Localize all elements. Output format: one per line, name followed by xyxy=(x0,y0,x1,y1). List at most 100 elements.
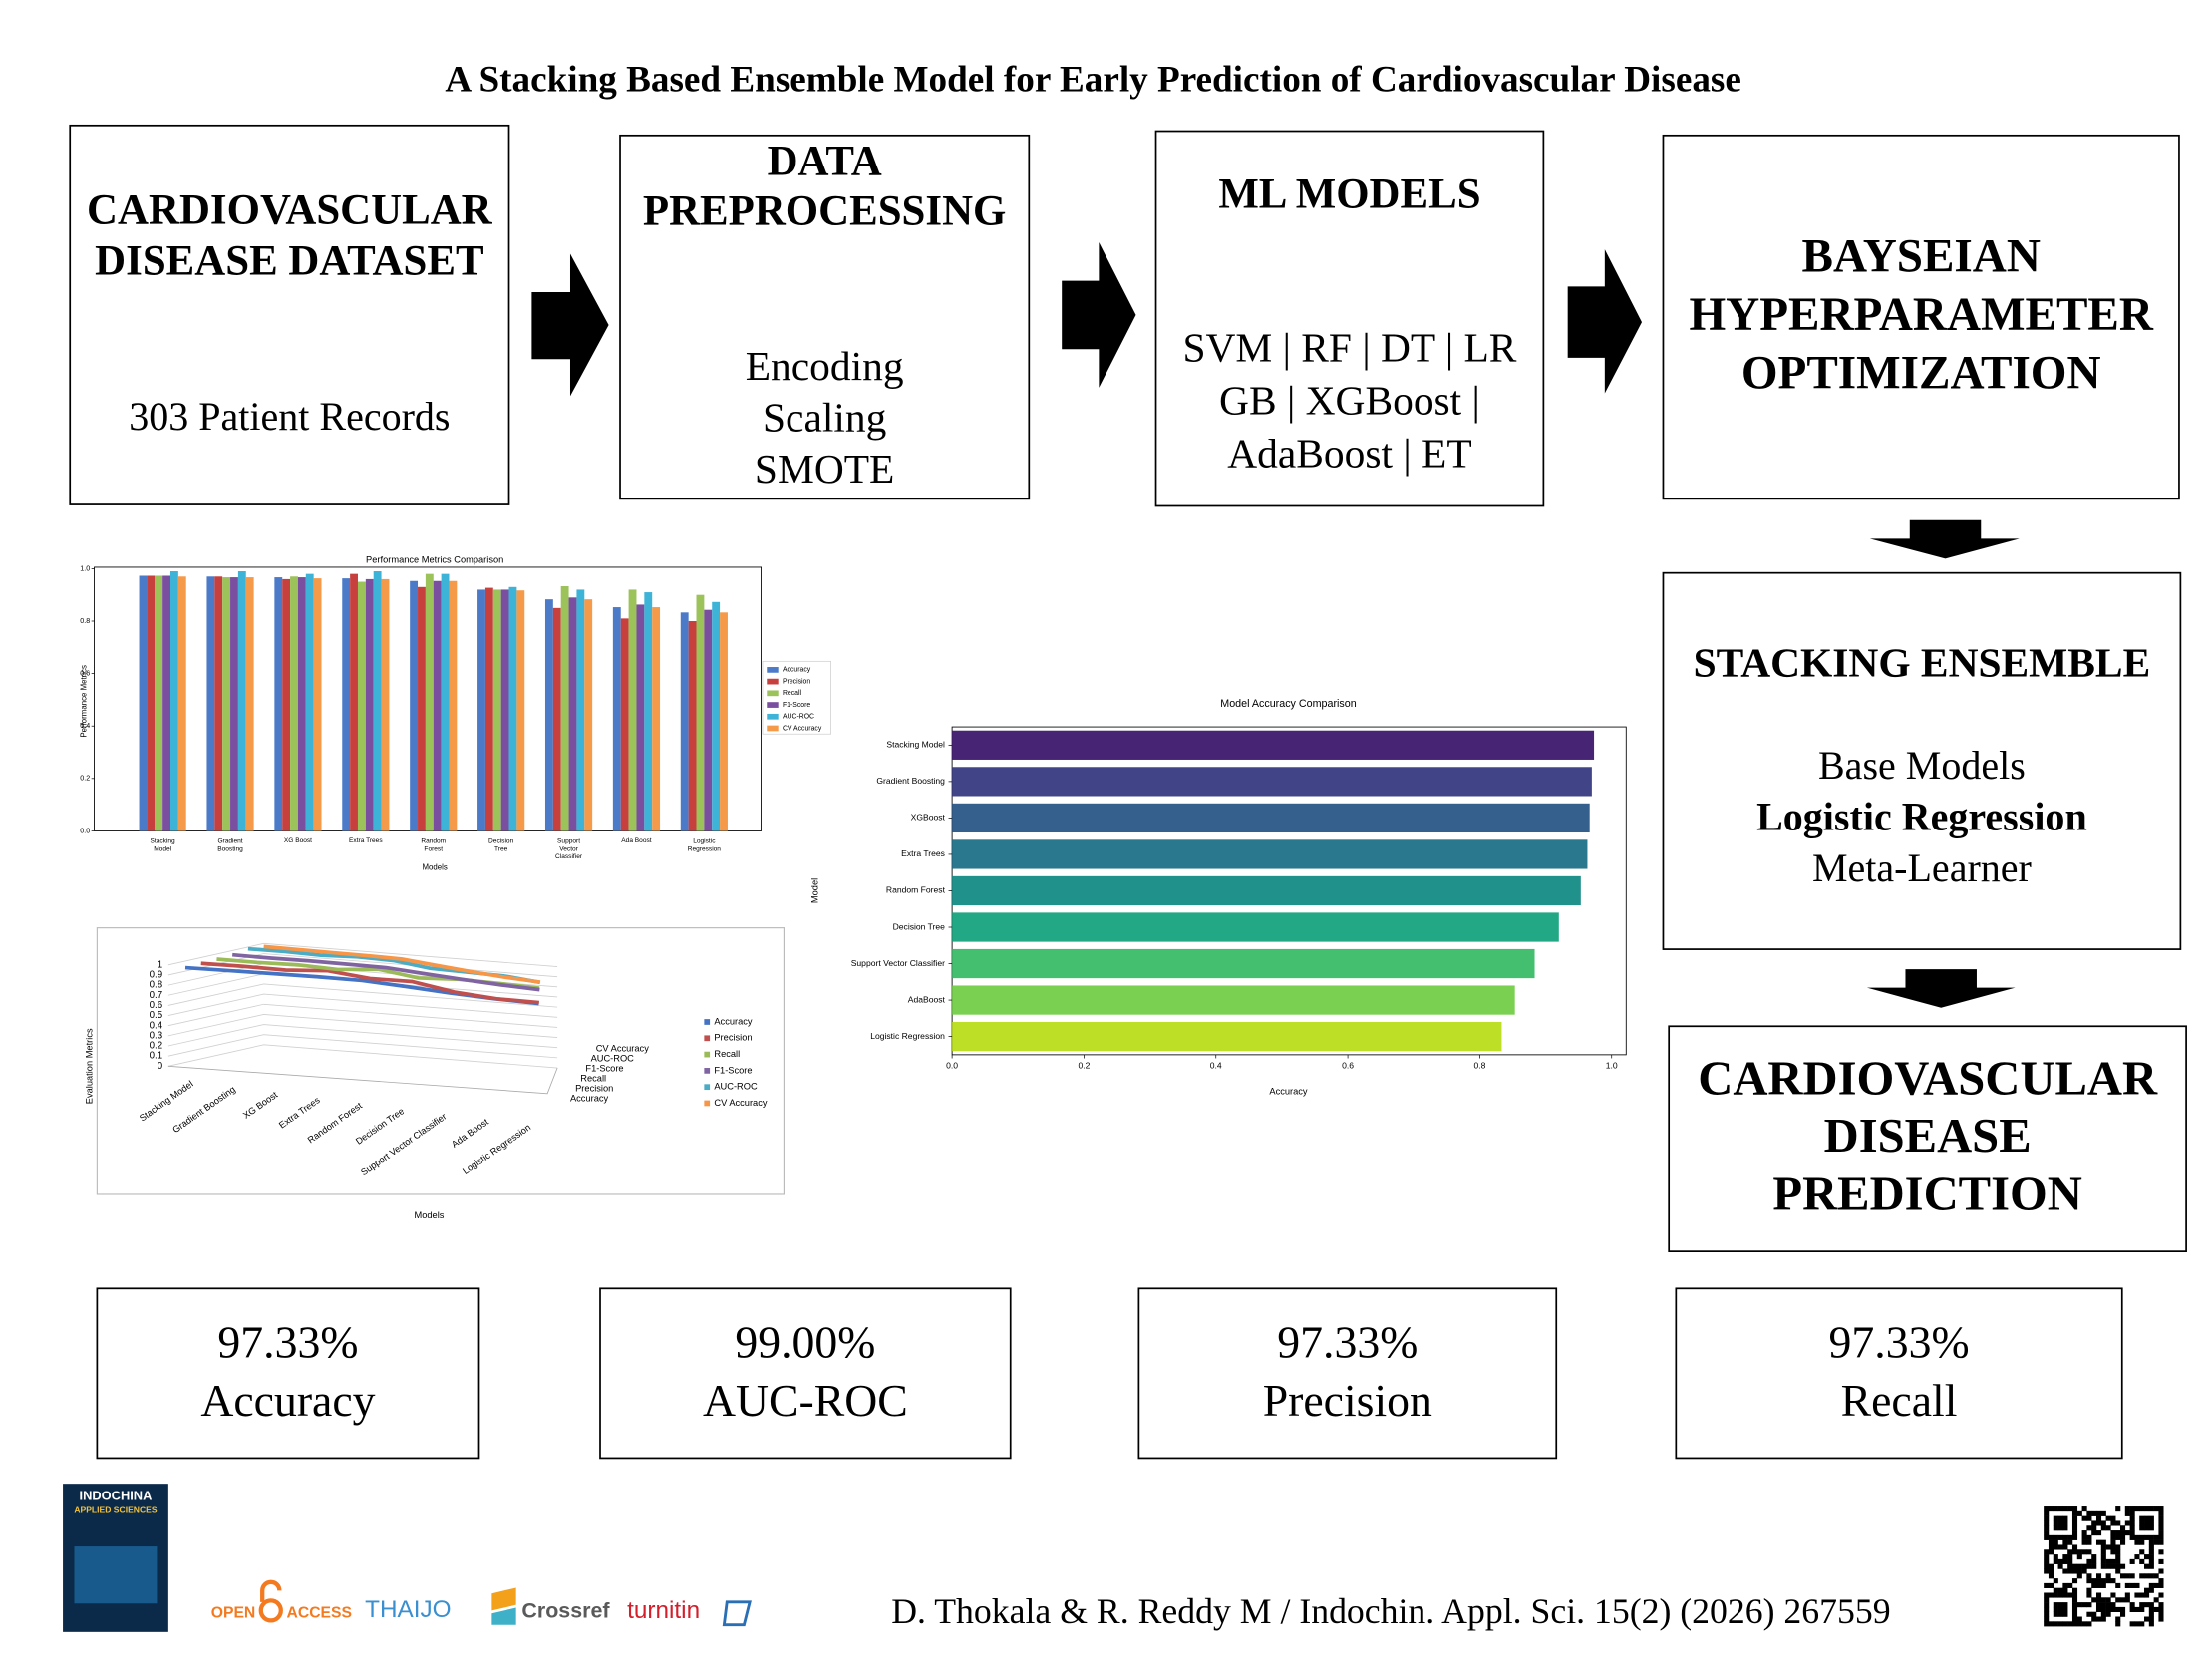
qr-module xyxy=(2048,1534,2054,1540)
box-heading: DISEASE xyxy=(1824,1109,2032,1162)
qr-module xyxy=(2076,1549,2082,1555)
process-box xyxy=(69,124,510,505)
box-heading: PREPROCESSING xyxy=(643,188,1007,235)
qr-module xyxy=(2057,1544,2063,1550)
bar xyxy=(222,577,231,831)
qr-module xyxy=(2062,1587,2068,1593)
qr-module xyxy=(2095,1515,2102,1521)
qr-module xyxy=(2105,1558,2111,1564)
qr-module xyxy=(2057,1525,2063,1531)
qr-module xyxy=(2048,1592,2054,1598)
qr-module xyxy=(2148,1587,2154,1593)
qr-module xyxy=(2148,1602,2154,1608)
qr-module xyxy=(2062,1554,2068,1560)
qr-module xyxy=(2134,1539,2140,1545)
y-tick-label: Decision Tree xyxy=(893,921,946,931)
open-access-logo: OPEN xyxy=(211,1604,256,1621)
qr-module xyxy=(2110,1515,2116,1521)
qr-module xyxy=(2139,1549,2145,1555)
qr-module xyxy=(2095,1578,2102,1584)
x-tick-label: XG Boost xyxy=(284,837,312,844)
y-tick-label: Support Vector Classifier xyxy=(851,958,945,968)
y-axis-label: Model xyxy=(809,878,819,903)
bar xyxy=(500,589,509,831)
bar xyxy=(544,599,553,831)
x-tick-label: Extra Trees xyxy=(349,837,383,844)
qr-module xyxy=(2081,1549,2087,1555)
qr-module xyxy=(2124,1597,2130,1603)
metric-box xyxy=(599,1287,1012,1460)
qr-module xyxy=(2053,1515,2058,1521)
turnitin-icon xyxy=(722,1600,752,1627)
qr-module xyxy=(2105,1597,2111,1603)
qr-module xyxy=(2053,1592,2058,1598)
bar xyxy=(373,571,382,831)
grid-line xyxy=(167,1013,558,1038)
qr-module xyxy=(2134,1621,2140,1627)
qr-module xyxy=(2144,1563,2150,1569)
qr-module xyxy=(2076,1554,2082,1560)
qr-module xyxy=(2115,1582,2121,1588)
qr-module xyxy=(2048,1582,2054,1588)
qr-module xyxy=(2053,1621,2058,1627)
qr-module xyxy=(2091,1582,2097,1588)
qr-module xyxy=(2119,1539,2126,1545)
bar xyxy=(237,571,246,831)
qr-module xyxy=(2057,1558,2063,1564)
qr-module xyxy=(2100,1563,2106,1569)
grid-line xyxy=(167,1034,558,1059)
qr-module xyxy=(2044,1534,2050,1540)
qr-module xyxy=(2081,1539,2087,1545)
bar xyxy=(245,577,254,831)
citation: D. Thokala & R. Reddy M / Indochin. Appl… xyxy=(891,1591,1890,1631)
qr-module xyxy=(2158,1606,2164,1612)
qr-module xyxy=(2044,1592,2050,1598)
qr-module xyxy=(2091,1597,2097,1603)
qr-module xyxy=(2067,1563,2073,1569)
qr-module xyxy=(2044,1602,2050,1608)
qr-module xyxy=(2119,1530,2126,1536)
qr-module xyxy=(2115,1558,2121,1564)
qr-module xyxy=(2144,1506,2150,1512)
qr-module xyxy=(2067,1592,2073,1598)
crossref-icon xyxy=(491,1607,516,1625)
qr-module xyxy=(2057,1515,2063,1521)
bar xyxy=(350,573,358,831)
qr-module xyxy=(2110,1520,2116,1526)
bar xyxy=(381,578,390,831)
arrow xyxy=(1866,969,2016,1008)
x-tick-label: 0.8 xyxy=(1473,1061,1485,1071)
qr-module xyxy=(2057,1563,2063,1569)
qr-module xyxy=(2158,1602,2164,1608)
qr-module xyxy=(2053,1611,2058,1617)
qr-module xyxy=(2095,1582,2102,1588)
qr-module xyxy=(2086,1515,2092,1521)
qr-module xyxy=(2071,1510,2078,1516)
qr-module xyxy=(2057,1611,2063,1617)
qr-module xyxy=(2067,1549,2073,1555)
bar xyxy=(688,620,697,831)
label-line: Gradient xyxy=(217,837,242,844)
legend-swatch xyxy=(704,1051,711,1058)
qr-module xyxy=(2076,1621,2082,1627)
y-tick-label: 0.3 xyxy=(150,1030,163,1041)
qr-module xyxy=(2144,1534,2150,1540)
qr-module xyxy=(2095,1597,2102,1603)
cover-subtitle: APPLIED SCIENCES xyxy=(74,1505,158,1515)
qr-module xyxy=(2158,1520,2164,1526)
cover-art xyxy=(74,1546,158,1604)
qr-module xyxy=(2153,1534,2159,1540)
bar xyxy=(952,948,1535,979)
qr-module xyxy=(2110,1558,2116,1564)
legend-swatch xyxy=(704,1035,711,1042)
qr-module xyxy=(2129,1534,2135,1540)
qr-module xyxy=(2148,1506,2154,1512)
qr-module xyxy=(2129,1520,2135,1526)
bar xyxy=(274,577,283,831)
qr-module xyxy=(2057,1506,2063,1512)
qr-module xyxy=(2044,1525,2050,1531)
qr-module xyxy=(2158,1592,2164,1598)
qr-module xyxy=(2110,1544,2116,1550)
qr-module xyxy=(2086,1578,2092,1584)
